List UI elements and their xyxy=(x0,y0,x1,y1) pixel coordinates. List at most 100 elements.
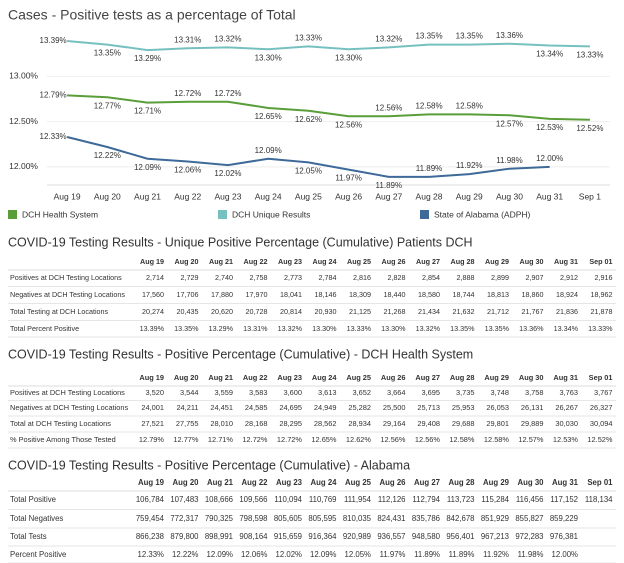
table-cell: 879,800 xyxy=(170,532,199,541)
table-cell: 798,598 xyxy=(239,514,267,523)
table-cell: 25,500 xyxy=(383,403,406,412)
table-cell: 24,695 xyxy=(279,403,302,412)
table-cell: 2,912 xyxy=(560,273,578,282)
data-label: 12.72% xyxy=(214,89,241,98)
chart-title: Cases - Positive tests as a percentage o… xyxy=(8,7,296,23)
legend-swatch xyxy=(420,210,429,219)
column-header: Aug 27 xyxy=(415,373,440,382)
column-header: Aug 24 xyxy=(312,373,338,382)
column-header: Aug 28 xyxy=(451,257,475,266)
data-label: 13.33% xyxy=(576,51,603,60)
data-label: 13.36% xyxy=(496,31,523,40)
x-tick-label: Aug 24 xyxy=(255,191,282,201)
table-cell: 21,836 xyxy=(556,307,578,316)
table-cell: 29,164 xyxy=(383,419,406,428)
row-label: Total at DCH Testing Locations xyxy=(10,419,111,428)
table-cell: 12.52% xyxy=(587,435,612,444)
table-cell: 3,583 xyxy=(249,388,268,397)
table-cell: 21,632 xyxy=(453,307,475,316)
table-cell: 2,784 xyxy=(319,273,337,282)
data-label: 13.30% xyxy=(255,53,282,62)
column-header: Aug 24 xyxy=(311,478,338,487)
table-cell: 916,364 xyxy=(308,532,337,541)
column-header: Aug 26 xyxy=(381,373,406,382)
table-cell: 11.92% xyxy=(483,550,509,559)
table-cell: 2,854 xyxy=(422,273,440,282)
x-tick-label: Aug 25 xyxy=(295,191,322,201)
table-cell: 29,408 xyxy=(417,419,440,428)
column-header: Aug 28 xyxy=(449,478,476,487)
table-cell: 12.58% xyxy=(484,435,509,444)
data-label: 13.30% xyxy=(335,53,362,62)
column-header: Aug 22 xyxy=(243,373,268,382)
table-cell: 17,706 xyxy=(177,290,199,299)
table-cell: 3,664 xyxy=(387,388,406,397)
table-cell: 118,134 xyxy=(585,495,613,504)
column-header: Aug 31 xyxy=(554,257,578,266)
table-cell: 24,211 xyxy=(176,403,198,412)
legend-swatch xyxy=(8,210,17,219)
x-tick-label: Aug 20 xyxy=(94,191,121,201)
legend-label: DCH Unique Results xyxy=(232,209,310,219)
column-header: Sep 01 xyxy=(587,478,613,487)
table-cell: 12.09% xyxy=(310,550,337,559)
table-cell: 2,740 xyxy=(215,273,233,282)
table-cell: 18,744 xyxy=(453,290,475,299)
table-cell: 13.33% xyxy=(347,324,372,333)
data-label: 12.57% xyxy=(496,119,523,128)
table-cell: 12.22% xyxy=(172,550,199,559)
y-tick-label: 12.50% xyxy=(9,116,38,126)
table-cell: 117,152 xyxy=(550,495,578,504)
data-label: 12.77% xyxy=(94,101,121,110)
table-cell: 21,878 xyxy=(591,307,613,316)
table-cell: 2,729 xyxy=(181,273,199,282)
table-cell: 28,168 xyxy=(245,419,268,428)
table-cell: 855,827 xyxy=(515,514,543,523)
table-cell: 20,274 xyxy=(142,307,164,316)
table-cell: 842,678 xyxy=(446,514,474,523)
table-cell: 21,268 xyxy=(384,307,406,316)
table-cell: 967,213 xyxy=(481,532,509,541)
x-tick-label: Aug 30 xyxy=(496,191,523,201)
table-cell: 112,126 xyxy=(378,495,406,504)
table-cell: 976,381 xyxy=(550,532,578,541)
table-cell: 17,970 xyxy=(246,290,268,299)
table-cell: 27,521 xyxy=(141,419,164,428)
column-header: Aug 26 xyxy=(382,257,406,266)
data-label: 12.33% xyxy=(40,132,67,141)
table-cell: 26,131 xyxy=(521,403,544,412)
x-tick-label: Sep 1 xyxy=(579,191,601,201)
table-cell: 26,053 xyxy=(486,403,509,412)
row-label: Total Percent Positive xyxy=(10,324,79,333)
table-cell: 20,435 xyxy=(177,307,199,316)
data-label: 12.06% xyxy=(174,166,201,175)
table-cell: 12.56% xyxy=(415,435,440,444)
table-cell: 108,666 xyxy=(205,495,233,504)
data-label: 13.34% xyxy=(536,50,563,59)
data-label: 13.39% xyxy=(40,36,67,45)
table-cell: 116,456 xyxy=(516,495,544,504)
table-cell: 12.58% xyxy=(449,435,474,444)
x-tick-label: Aug 28 xyxy=(416,191,443,201)
data-label: 12.02% xyxy=(214,169,241,178)
column-header: Aug 29 xyxy=(484,373,509,382)
table-cell: 18,309 xyxy=(349,290,371,299)
table-cell: 28,295 xyxy=(279,419,302,428)
data-label: 11.92% xyxy=(456,161,483,170)
table-cell: 851,929 xyxy=(481,514,509,523)
row-label: Positives at DCH Testing Locations xyxy=(10,273,122,282)
x-tick-label: Aug 27 xyxy=(375,191,402,201)
table-cell: 20,814 xyxy=(280,307,302,316)
table-cell: 2,773 xyxy=(284,273,302,282)
table-cell: 12.71% xyxy=(208,435,233,444)
data-label: 13.31% xyxy=(174,35,201,44)
table-cell: 3,520 xyxy=(146,388,165,397)
table-cell: 20,728 xyxy=(246,307,268,316)
table-cell: 21,712 xyxy=(487,307,509,316)
table-cell: 25,282 xyxy=(348,403,371,412)
table-cell: 13.36% xyxy=(519,324,544,333)
data-label: 13.32% xyxy=(214,34,241,43)
column-header: Aug 31 xyxy=(552,478,579,487)
table-cell: 13.35% xyxy=(450,324,475,333)
table-cell: 12.00% xyxy=(552,550,579,559)
